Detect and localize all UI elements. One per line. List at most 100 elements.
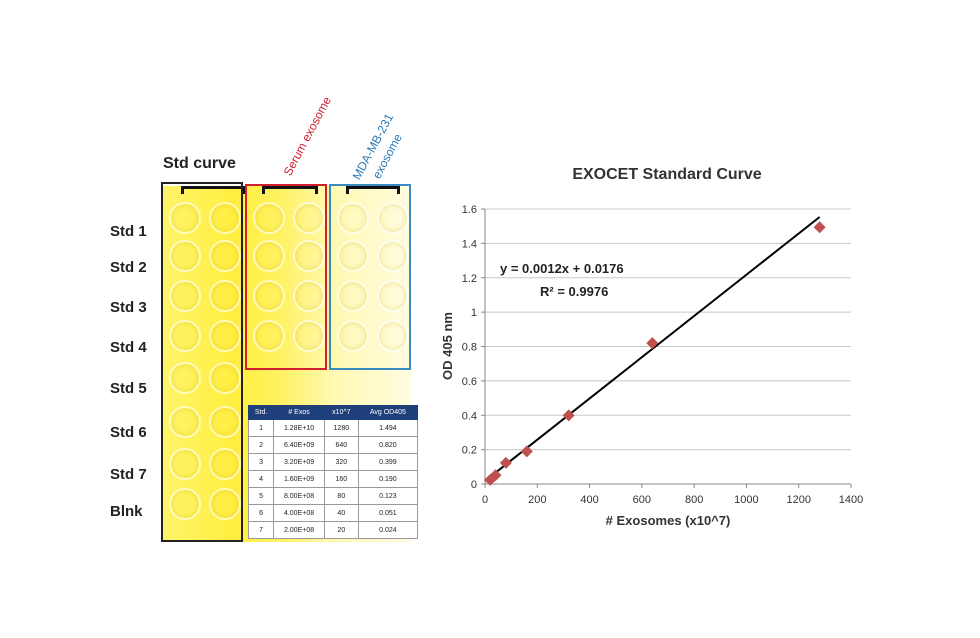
y-tick-label: 1.2 [462,273,477,285]
std-column-box [161,182,243,542]
y-tick-label: 0.6 [462,376,477,388]
y-axis-title: OD 405 nm [440,312,455,380]
plate-well [209,488,241,520]
data-point [813,221,826,234]
data-point [499,456,512,469]
plate-well [337,280,369,312]
table-row: 4 1.60E+09 160 0.190 [247,470,419,488]
table-cell: 7 [247,521,275,539]
table-cell: 0.024 [357,521,419,539]
table-cell: 20 [323,521,359,539]
x-axis-title: # Exosomes (x10^7) [606,513,731,528]
row-label-std1: Std 1 [110,223,147,240]
table-header-x107: x10^7 [323,405,359,420]
serum-exosome-label: Serum exosome [280,94,335,178]
plate-well [169,488,201,520]
x-tick-label: 400 [580,494,598,506]
chart-title: EXOCET Standard Curve [572,166,761,183]
plate-well [337,202,369,234]
row-label-std7: Std 7 [110,466,147,483]
plate-well [377,320,409,352]
plate-well [169,320,201,352]
x-tick-label: 1400 [839,494,863,506]
table-cell: 1 [247,419,275,437]
plate-well [209,240,241,272]
y-tick-label: 0.4 [462,410,477,422]
plate-well [253,280,285,312]
y-tick-label: 1 [471,307,477,319]
plate-well [169,240,201,272]
standards-table: Std. # Exos x10^7 Avg OD405 1 1.28E+10 128… [247,405,419,539]
plate-well [169,362,201,394]
trendline-equation: y = 0.0012x + 0.0176 [500,261,624,276]
table-cell: 3 [247,453,275,471]
plate-well [253,240,285,272]
mda-bracket [346,186,400,194]
plate-well [377,202,409,234]
row-label-std6: Std 6 [110,424,147,441]
table-row: 3 3.20E+09 320 0.399 [247,453,419,471]
mda-column-box [329,184,411,370]
table-row: 5 8.00E+08 80 0.123 [247,487,419,505]
table-cell: 2 [247,436,275,454]
plate-well [377,240,409,272]
x-tick-label: 800 [685,494,703,506]
data-point [520,445,533,458]
plate-well [169,280,201,312]
table-cell: 4.00E+08 [273,504,325,522]
row-label-std4: Std 4 [110,339,147,356]
table-cell: 2.00E+08 [273,521,325,539]
plate-well [337,240,369,272]
plate-well [209,280,241,312]
plate-well [253,202,285,234]
row-label-std2: Std 2 [110,259,147,276]
table-cell: 8.00E+08 [273,487,325,505]
table-header-std: Std. [247,405,275,420]
table-cell: 640 [323,436,359,454]
table-cell: 160 [323,470,359,488]
plate-well [293,202,325,234]
table-cell: 1.28E+10 [273,419,325,437]
table-row: 2 6.40E+09 640 0.820 [247,436,419,454]
plate-well [169,448,201,480]
table-cell: 0.190 [357,470,419,488]
plate-well [209,406,241,438]
table-cell: 1.494 [357,419,419,437]
y-tick-label: 0.8 [462,342,477,354]
row-label-blank: Blnk [110,503,143,520]
x-tick-label: 600 [633,494,651,506]
table-cell: 1.60E+09 [273,470,325,488]
y-tick-label: 0.2 [462,445,477,457]
table-cell: 0.123 [357,487,419,505]
standard-curve-chart: 0 0.2 0.4 0.6 0.8 1 1.2 1.4 1.6 0 200 400 600 800 1000… [440,166,863,528]
table-cell: 4 [247,470,275,488]
plate-well [209,202,241,234]
y-tick-label: 1.6 [462,204,477,216]
serum-column-box [245,184,327,370]
plate-well [293,280,325,312]
plate-well [377,280,409,312]
table-cell: 6.40E+09 [273,436,325,454]
x-tick-label: 1200 [786,494,810,506]
plate-well [337,320,369,352]
table-cell: 80 [323,487,359,505]
y-tick-label: 0 [471,479,477,491]
x-tick-label: 200 [528,494,546,506]
x-tick-label: 0 [482,494,488,506]
table-row: 6 4.00E+08 40 0.051 [247,504,419,522]
x-tick-label: 1000 [734,494,758,506]
row-label-std3: Std 3 [110,299,147,316]
serum-bracket [262,186,318,194]
table-cell: 0.820 [357,436,419,454]
data-point [646,337,659,350]
table-cell: 3.20E+09 [273,453,325,471]
r-squared-label: R² = 0.9976 [540,284,608,299]
std-curve-title: Std curve [163,155,236,172]
std-bracket [181,186,245,194]
plate-well [169,406,201,438]
plate-well [293,240,325,272]
table-cell: 5 [247,487,275,505]
plate-well [209,362,241,394]
table-row: 7 2.00E+08 20 0.024 [247,521,419,539]
